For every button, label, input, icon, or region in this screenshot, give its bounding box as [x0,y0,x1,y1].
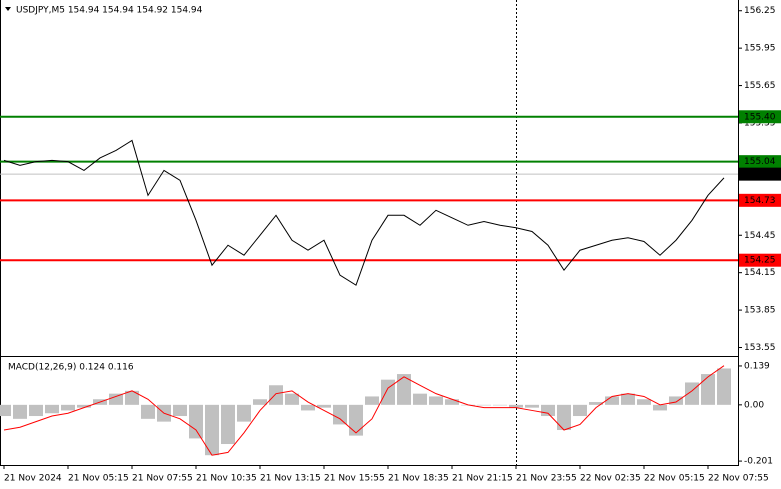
histogram-bar [557,404,571,431]
x-tick-label: 21 Nov 2024 [4,474,62,484]
histogram-bar [141,404,155,419]
level-label-bg [739,110,781,124]
histogram-bar [269,385,283,405]
histogram-bar [541,404,555,417]
y-tick-label: 155.65 [744,81,776,91]
y-tick-label: 153.55 [744,343,776,353]
histogram-bar [637,399,651,405]
y-tick-label: -0.201 [744,457,773,467]
histogram-bar [701,374,715,405]
histogram-bar [317,404,331,408]
level-label-bg [739,253,781,267]
histogram-bar [397,374,411,405]
histogram-bar [13,404,27,419]
level-label: 155.04 [744,157,776,167]
y-tick-label: 154.15 [744,268,776,278]
histogram-bar [0,404,11,417]
symbol-menu-arrow [5,7,11,11]
histogram-bar [365,396,379,405]
level-label-bg [739,167,781,181]
histogram-bar [445,399,459,405]
histogram-bar [573,404,587,417]
y-tick-label: 155.35 [744,118,776,128]
histogram-bar [237,404,251,422]
level-label: 154.94 [744,170,776,180]
histogram-bar [589,402,603,405]
histogram-bar [45,404,59,414]
histogram-bar [477,404,491,406]
histogram-bar [493,404,507,406]
x-tick-label: 21 Nov 13:15 [260,474,321,484]
histogram-bar [605,396,619,405]
histogram-bar [429,396,443,405]
level-label: 154.73 [744,196,776,206]
histogram-bar [525,404,539,408]
x-tick-label: 21 Nov 21:15 [452,474,513,484]
x-tick-label: 21 Nov 10:35 [196,474,257,484]
x-tick-label: 21 Nov 18:35 [388,474,449,484]
signal-line [3,365,725,456]
level-label: 155.40 [744,112,776,122]
y-tick-label: 154.45 [744,231,776,241]
level-label: 154.25 [744,256,776,266]
histogram-bar [349,404,363,436]
histogram-bar [189,404,203,439]
x-tick-label: 21 Nov 07:55 [132,474,193,484]
indicator-title: MACD(12,26,9) 0.124 0.116 [8,363,134,373]
histogram-bar [173,404,187,417]
y-tick-label: 156.25 [744,6,776,16]
x-tick-label: 22 Nov 07:55 [708,474,769,484]
y-tick-label: 0.00 [744,400,764,410]
price-line [3,139,725,286]
histogram-bar [253,399,267,405]
x-tick-label: 22 Nov 02:35 [580,474,641,484]
histogram-bar [685,382,699,405]
histogram-bar [61,404,75,411]
histogram-bar [717,368,731,405]
y-tick-label: 0.139 [744,361,770,371]
histogram-bar [205,404,219,456]
x-tick-label: 21 Nov 05:15 [68,474,129,484]
histogram-bar [125,390,139,405]
histogram-bar [669,396,683,405]
histogram-bar [29,404,43,417]
level-label-bg [739,193,781,207]
y-tick-label: 153.85 [744,306,776,316]
x-tick-label: 22 Nov 05:15 [644,474,705,484]
histogram-bar [653,404,667,411]
histogram-bar [621,393,635,405]
histogram-bar [285,393,299,405]
histogram-bar [301,404,315,411]
histogram-bar [109,393,123,405]
histogram-bar [381,379,395,405]
histogram-bar [413,393,427,405]
histogram-bar [333,404,347,425]
x-tick-label: 21 Nov 15:55 [324,474,385,484]
x-tick-label: 21 Nov 23:55 [516,474,577,484]
chart-title: USDJPY,M5 154.94 154.94 154.92 154.94 [16,6,203,16]
y-tick-label: 155.95 [744,44,776,54]
histogram-bar [77,404,91,408]
level-label-bg [739,155,781,169]
histogram-bar [509,404,523,408]
histogram-bar [221,404,235,445]
